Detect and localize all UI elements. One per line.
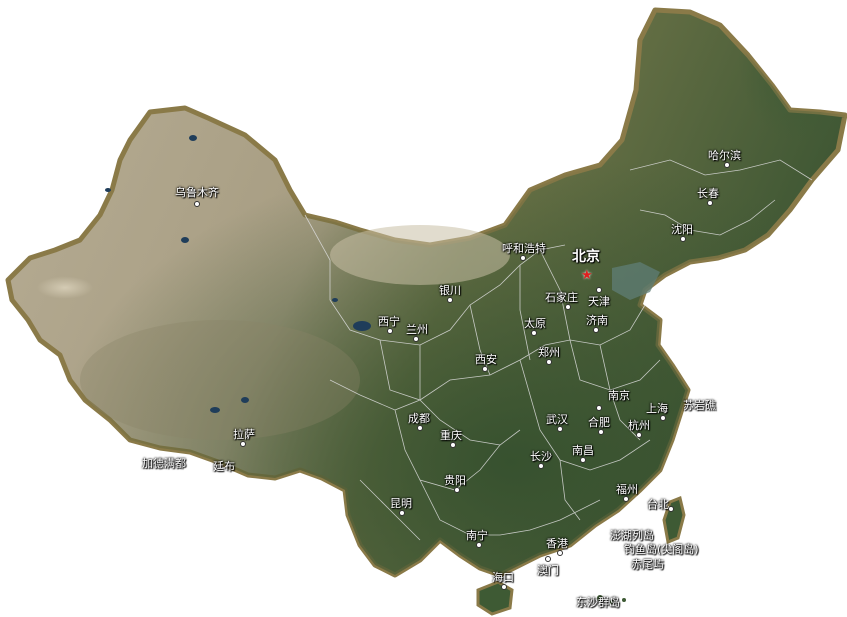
city-dot-chongqing [450,442,456,448]
city-label-fuzhou: 福州 [616,483,638,496]
city-label-dongsha: 东沙群岛 [576,596,620,609]
city-label-guiyang: 贵阳 [444,474,466,487]
city-label-suyanjiao: 苏岩礁 [683,399,716,412]
city-dot-taiyuan [531,330,537,336]
city-dot-hangzhou [636,432,642,438]
city-dot-guiyang [454,487,460,493]
city-label-shenyang: 沈阳 [671,223,693,236]
city-dot-chengdu [417,425,423,431]
city-label-chengdu: 成都 [408,412,430,425]
city-dot-lanzhou [413,336,419,342]
city-label-penghu: 澎湖列岛 [610,529,654,542]
city-dot-macau [545,556,551,562]
city-dot-yinchuan [447,297,453,303]
city-dot-shijiazhuang [565,304,571,310]
city-dot-harbin [724,162,730,168]
city-dot-xian [482,366,488,372]
city-dot-urumqi [194,201,200,207]
city-dot-changchun [707,200,713,206]
city-label-yinchuan: 银川 [439,284,461,297]
city-label-nanning: 南宁 [466,529,488,542]
city-label-shijiazhuang: 石家庄 [545,291,578,304]
tarim-basin [35,250,235,330]
city-dot-nanjing [596,405,602,411]
city-label-changchun: 长春 [697,187,719,200]
city-label-xian: 西安 [475,353,497,366]
tibet-plateau [80,320,360,440]
city-label-hefei: 合肥 [588,416,610,429]
city-dot-hefei [598,429,604,435]
city-label-hohhot: 呼和浩特 [502,242,546,255]
northeast-forest [622,10,845,275]
city-label-shanghai: 上海 [646,402,668,415]
city-label-changsha: 长沙 [530,450,552,463]
city-dot-tianjin [596,287,602,293]
city-label-chongqing: 重庆 [440,429,462,442]
city-dot-jinan [593,327,599,333]
city-label-taiyuan: 太原 [524,317,546,330]
city-dot-nanchang [580,457,586,463]
city-label-kathmandu: 加德满都 [142,457,186,470]
city-label-chiwei: 赤尾屿 [631,558,664,571]
city-dot-shenyang [680,236,686,242]
city-dot-changsha [538,463,544,469]
city-label-macau: 澳门 [537,564,559,577]
city-dot-wuhan [557,426,563,432]
city-label-thimphu: 廷布 [213,460,235,473]
city-label-lhasa: 拉萨 [233,428,255,441]
city-label-wuhan: 武汉 [546,413,568,426]
hainan-island [476,580,514,616]
city-label-hangzhou: 杭州 [628,419,650,432]
city-dot-xining [387,328,393,334]
city-label-hongkong: 香港 [546,537,568,550]
city-dot-fuzhou [623,496,629,502]
city-dot-hohhot [520,255,526,261]
lakes [105,135,371,413]
city-dot-taipei [668,506,674,512]
south-sea-islands [597,595,626,604]
city-label-lanzhou: 兰州 [406,323,428,336]
city-label-diaoyu: 钓鱼岛(尖阁岛) [624,543,699,556]
city-dot-haikou [501,584,507,590]
city-label-xining: 西宁 [378,315,400,328]
city-label-urumqi: 乌鲁木齐 [175,186,219,199]
city-label-taipei: 台北 [647,498,669,511]
province-boundaries [304,159,813,541]
capital-star-icon: ★ [581,268,593,283]
city-dot-hongkong [557,550,563,556]
gobi-plateau [330,225,510,285]
city-label-zhengzhou: 郑州 [538,346,560,359]
city-dot-nanning [476,542,482,548]
city-label-harbin: 哈尔滨 [708,149,741,162]
city-dot-lhasa [240,441,246,447]
city-label-kunming: 昆明 [390,497,412,510]
city-label-nanchang: 南昌 [572,444,594,457]
city-label-haikou: 海口 [492,571,514,584]
city-label-beijing: 北京 [572,249,600,265]
city-dot-shanghai [660,415,666,421]
bohai-sea [612,262,660,300]
city-label-nanjing: 南京 [608,389,630,402]
city-label-jinan: 济南 [586,314,608,327]
city-dot-kunming [399,510,405,516]
city-label-tianjin: 天津 [588,295,610,308]
city-dot-zhengzhou [546,359,552,365]
